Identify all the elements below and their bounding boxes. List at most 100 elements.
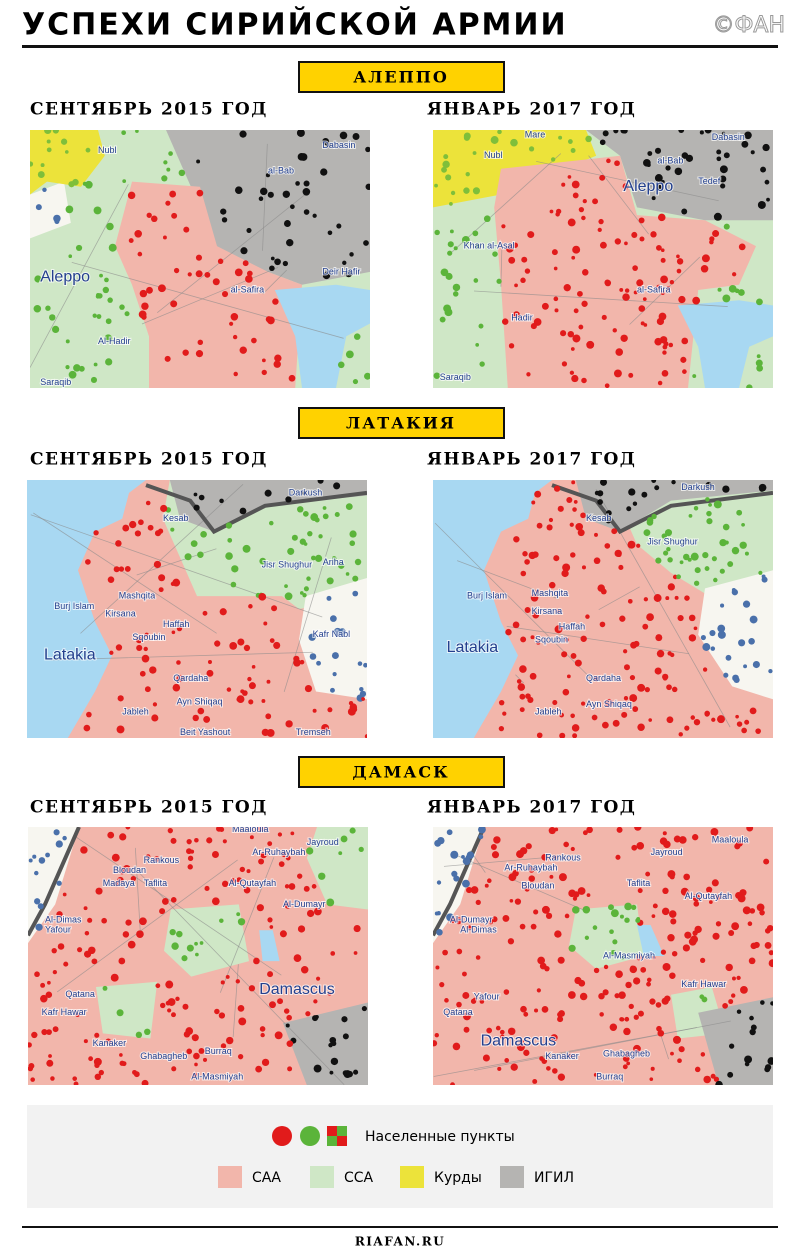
settlement [636, 543, 641, 548]
settlement [342, 260, 347, 265]
settlement [496, 278, 502, 284]
settlement [479, 999, 485, 1004]
settlement [299, 153, 308, 161]
settlement [654, 337, 662, 346]
settlement [719, 165, 728, 174]
settlement [536, 640, 541, 645]
settlement [284, 884, 290, 889]
settlement [619, 914, 624, 919]
city-label: Damascus [481, 1032, 557, 1049]
settlement [749, 707, 757, 715]
settlement [682, 553, 690, 561]
settlement [627, 540, 636, 549]
legend-label: Курды [434, 1170, 482, 1186]
settlement [447, 241, 454, 248]
settlement [570, 552, 576, 558]
settlement [435, 965, 440, 970]
settlement [613, 369, 622, 378]
settlement [560, 330, 567, 337]
period-header: СЕНТЯБРЬ 2015 ГОД [30, 450, 268, 470]
settlement [456, 1001, 462, 1008]
settlement [568, 944, 576, 952]
settlement [744, 131, 752, 140]
settlement [631, 231, 638, 238]
settlement [615, 970, 623, 978]
settlement [593, 967, 600, 974]
settlement [631, 844, 638, 851]
settlement [690, 935, 698, 944]
settlement [261, 369, 267, 376]
settlement [633, 1014, 639, 1020]
settlement [236, 877, 243, 884]
settlement [654, 485, 660, 491]
road [500, 242, 503, 287]
settlement [230, 581, 237, 588]
settlement [654, 174, 663, 182]
settlement [667, 651, 672, 656]
road [30, 514, 323, 618]
settlement [586, 893, 591, 898]
settlement [584, 935, 590, 940]
place-label: Maaloula [232, 824, 269, 834]
settlement [472, 151, 477, 155]
settlement [736, 721, 743, 727]
settlement [666, 546, 671, 552]
place-label: Al-Dimas [460, 925, 497, 935]
settlement [578, 206, 585, 213]
settlement [434, 1032, 439, 1038]
settlement [694, 567, 701, 574]
settlement [322, 137, 330, 145]
settlement [662, 350, 667, 355]
settlement [567, 139, 573, 144]
place-label: Ayn Shiqaq [177, 696, 223, 706]
settlement [316, 660, 321, 666]
settlement [591, 714, 598, 721]
legend-label: ИГИЛ [534, 1170, 574, 1186]
settlement [648, 718, 653, 722]
settlement [581, 565, 587, 570]
settlement [613, 130, 619, 134]
settlement [534, 490, 542, 498]
settlement [267, 841, 273, 847]
settlement [260, 1032, 265, 1038]
settlement [498, 699, 505, 706]
settlement [272, 298, 279, 305]
settlement [622, 183, 629, 190]
settlement [45, 305, 51, 311]
settlement [248, 604, 253, 609]
settlement [541, 1005, 549, 1013]
settlement [305, 1011, 311, 1017]
border [145, 483, 367, 535]
settlement [676, 254, 680, 259]
settlement [306, 909, 315, 918]
settlement [531, 500, 536, 505]
settlement [282, 190, 291, 198]
settlement [738, 289, 745, 296]
settlement [87, 917, 93, 923]
settlement [664, 529, 673, 537]
settlement [678, 836, 687, 844]
settlement [623, 696, 629, 701]
settlement [168, 151, 173, 156]
place-label: Kesab [163, 513, 189, 523]
settlement [728, 930, 735, 937]
road [156, 192, 308, 313]
settlement [133, 1071, 140, 1078]
settlement [94, 1032, 100, 1038]
settlement [715, 1080, 723, 1085]
settlement [443, 154, 449, 160]
settlement [227, 537, 233, 543]
settlement [171, 212, 178, 219]
settlement [713, 212, 722, 221]
settlement [497, 1066, 502, 1071]
settlement [90, 376, 98, 383]
settlement [170, 300, 178, 308]
period-header: СЕНТЯБРЬ 2015 ГОД [30, 100, 268, 120]
settlement [269, 520, 274, 526]
place-label: Kirsana [532, 606, 563, 616]
settlement [83, 906, 88, 911]
settlement [243, 886, 251, 894]
settlement [194, 1062, 198, 1067]
settlement [95, 887, 103, 895]
settlement [512, 621, 520, 629]
